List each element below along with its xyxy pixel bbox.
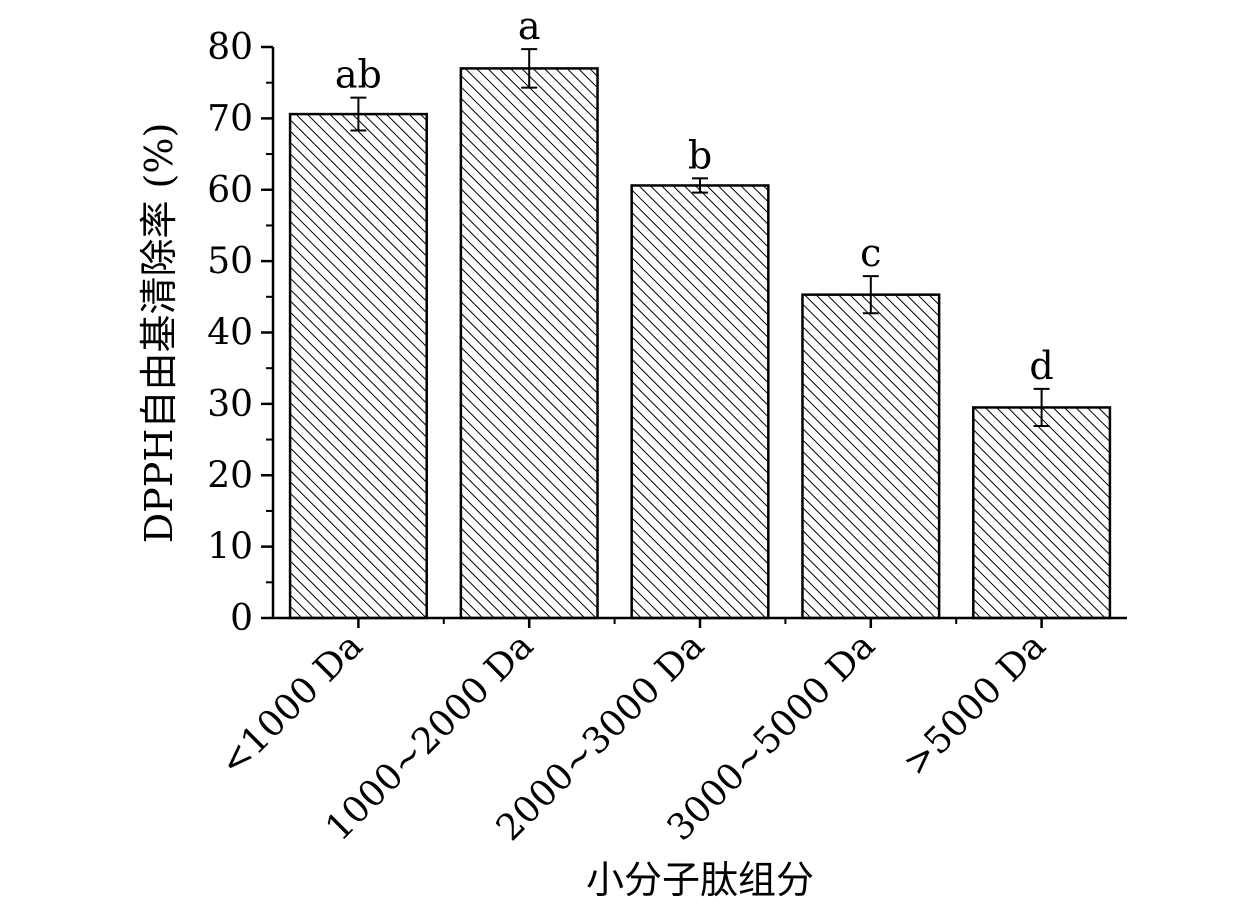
error-bar [1033, 387, 1050, 428]
y-tick-label: 70 [207, 98, 253, 139]
error-bar [521, 48, 538, 89]
error-bar [350, 96, 367, 132]
bar [288, 112, 428, 620]
y-tick-label: 60 [207, 170, 253, 211]
error-bars-group [350, 48, 1050, 428]
bar [972, 406, 1112, 620]
x-axis-title: 小分子肽组分 [586, 858, 814, 902]
y-tick-label: 20 [207, 455, 253, 496]
x-tick-label: >5000 Da [895, 625, 1054, 784]
significance-label: b [688, 133, 712, 177]
bar [630, 184, 770, 620]
error-bar [862, 275, 879, 315]
y-tick-label: 50 [207, 241, 253, 282]
significance-label: a [518, 4, 541, 48]
significance-label: ab [335, 53, 382, 97]
bar [801, 293, 941, 620]
error-bar [692, 177, 708, 194]
significance-label: c [860, 231, 881, 275]
y-tick-label: 10 [207, 527, 253, 568]
y-tick-label: 0 [230, 598, 253, 639]
bar [459, 67, 599, 620]
y-tick-label: 40 [207, 313, 253, 354]
significance-label: d [1029, 344, 1053, 388]
y-tick-label: 30 [207, 384, 253, 425]
y-axis-title: DPPH自由基清除率 (%) [137, 123, 181, 544]
y-ticks-group: 0 10 20 30 40 50 60 70 80 [207, 27, 273, 639]
x-tick-label: <1000 Da [212, 625, 371, 784]
y-tick-label: 80 [207, 27, 253, 68]
